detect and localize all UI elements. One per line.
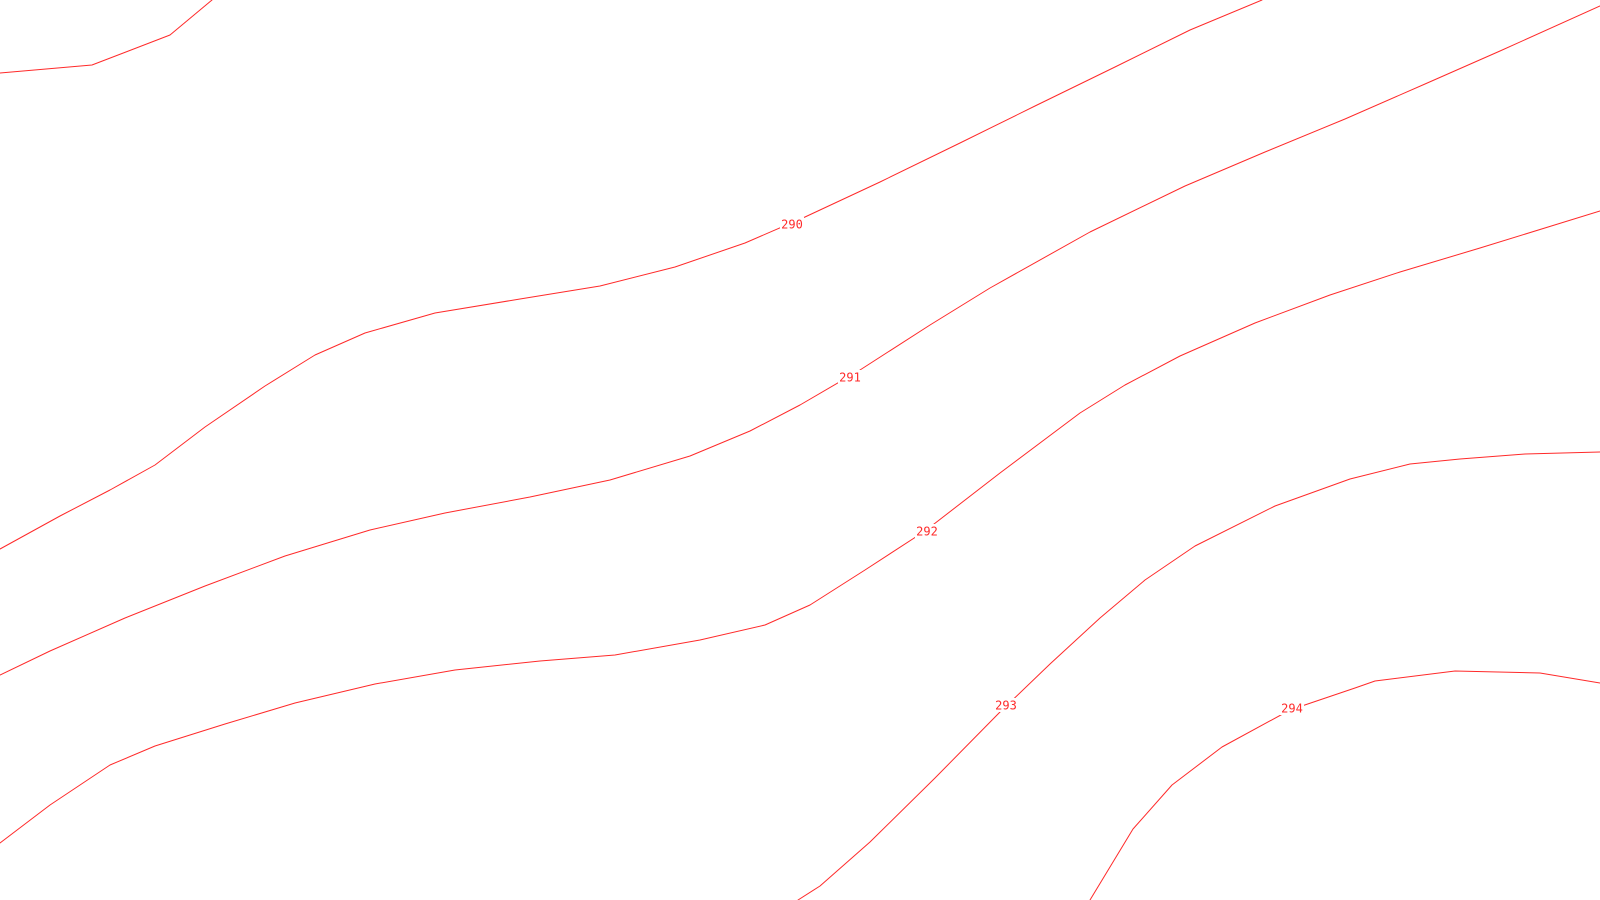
contour-line-294 — [1089, 670, 1600, 900]
contour-line-fragment — [0, 0, 213, 74]
label-290-group: 290 — [780, 217, 804, 232]
contour-label-292: 292 — [916, 525, 938, 539]
contour-line-291 — [0, 5, 1600, 676]
contour-label-293: 293 — [995, 699, 1017, 713]
contour-label-294: 294 — [1281, 702, 1303, 716]
contour-line-290 — [0, 0, 1263, 550]
contour-line-292 — [0, 210, 1600, 844]
label-292-group: 292 — [915, 524, 939, 539]
label-294-group: 294 — [1280, 701, 1304, 716]
label-291-group: 291 — [838, 370, 862, 385]
contour-label-290: 290 — [781, 218, 803, 232]
label-293-group: 293 — [994, 698, 1018, 713]
contour-line-293 — [797, 451, 1600, 900]
contour-label-291: 291 — [839, 371, 861, 385]
